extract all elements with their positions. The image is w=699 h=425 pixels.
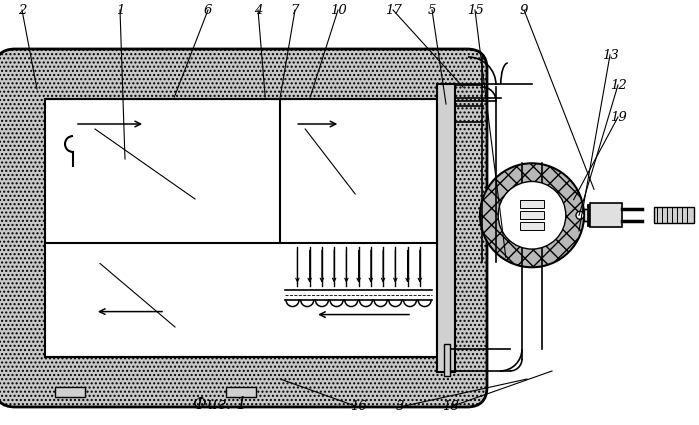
Text: 4: 4	[254, 3, 262, 17]
Bar	[520, 200, 544, 208]
Bar	[590, 203, 622, 227]
Text: 2: 2	[17, 3, 26, 17]
FancyBboxPatch shape	[0, 49, 487, 407]
Text: 13: 13	[602, 48, 619, 62]
Text: 7: 7	[291, 3, 299, 17]
Bar	[444, 344, 450, 376]
Text: 1: 1	[116, 3, 124, 17]
Bar	[654, 207, 694, 223]
Circle shape	[480, 163, 584, 267]
Text: 12: 12	[610, 79, 626, 91]
Bar	[437, 84, 455, 372]
Circle shape	[498, 181, 565, 249]
Text: 17: 17	[384, 3, 401, 17]
Text: 18: 18	[442, 400, 459, 414]
Text: 19: 19	[610, 110, 626, 124]
Bar	[520, 211, 544, 219]
Bar	[226, 387, 256, 397]
Text: 9: 9	[520, 3, 528, 17]
Bar	[55, 387, 85, 397]
Bar	[584, 209, 590, 221]
Bar	[45, 99, 437, 357]
Bar	[520, 222, 544, 230]
Text: 3: 3	[396, 400, 404, 414]
Text: Фиг. 1: Фиг. 1	[193, 396, 247, 413]
Text: 5: 5	[428, 3, 436, 17]
Text: 15: 15	[467, 3, 484, 17]
Text: 6: 6	[204, 3, 212, 17]
Text: 10: 10	[330, 3, 347, 17]
Text: 16: 16	[350, 400, 366, 414]
Circle shape	[576, 211, 584, 219]
